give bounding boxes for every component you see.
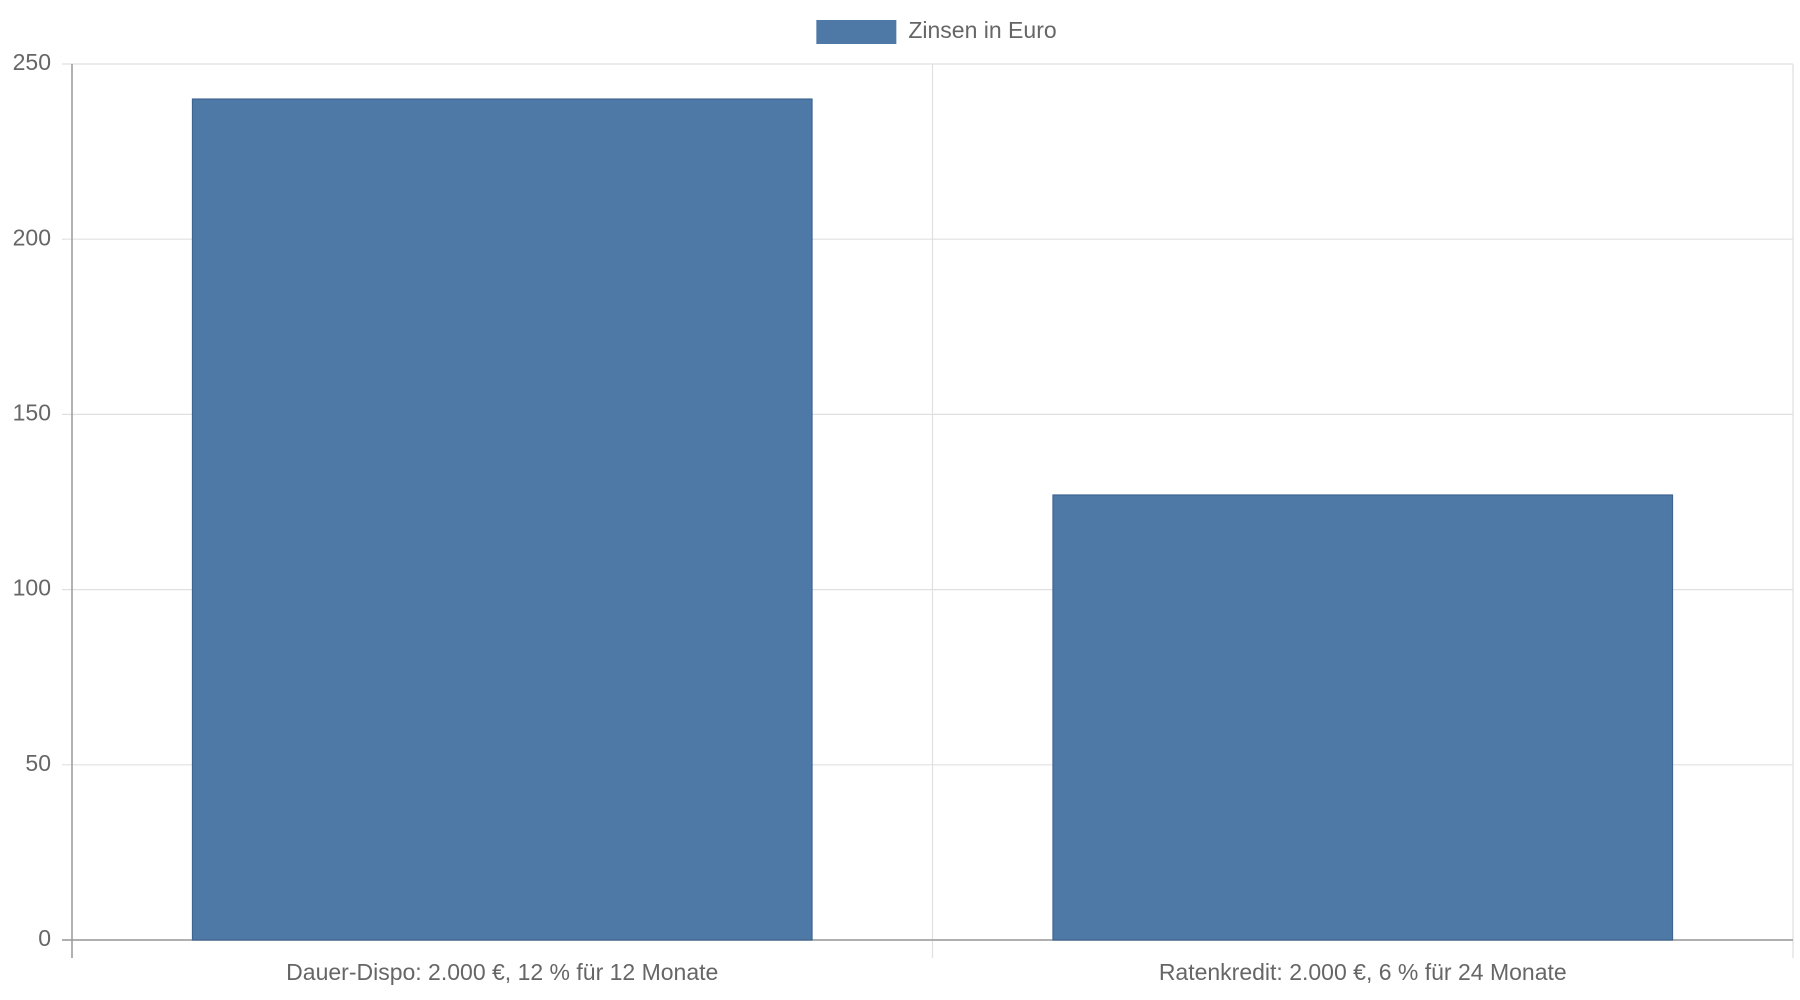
y-tick-label: 0: [38, 925, 51, 951]
y-tick-label: 100: [13, 575, 51, 601]
y-tick-label: 250: [13, 49, 51, 75]
x-tick-label: Dauer-Dispo: 2.000 €, 12 % für 12 Monate: [286, 959, 718, 985]
bar: [1052, 494, 1674, 941]
y-tick-label: 50: [25, 750, 51, 776]
legend-swatch: [816, 20, 897, 44]
y-tick-label: 150: [13, 399, 51, 425]
x-tick-label: Ratenkredit: 2.000 €, 6 % für 24 Monate: [1159, 959, 1567, 985]
legend-label[interactable]: Zinsen in Euro: [908, 17, 1056, 43]
legend-item[interactable]: Zinsen in Euro: [816, 17, 1057, 44]
bar: [191, 98, 813, 941]
y-tick-label: 200: [13, 224, 51, 250]
